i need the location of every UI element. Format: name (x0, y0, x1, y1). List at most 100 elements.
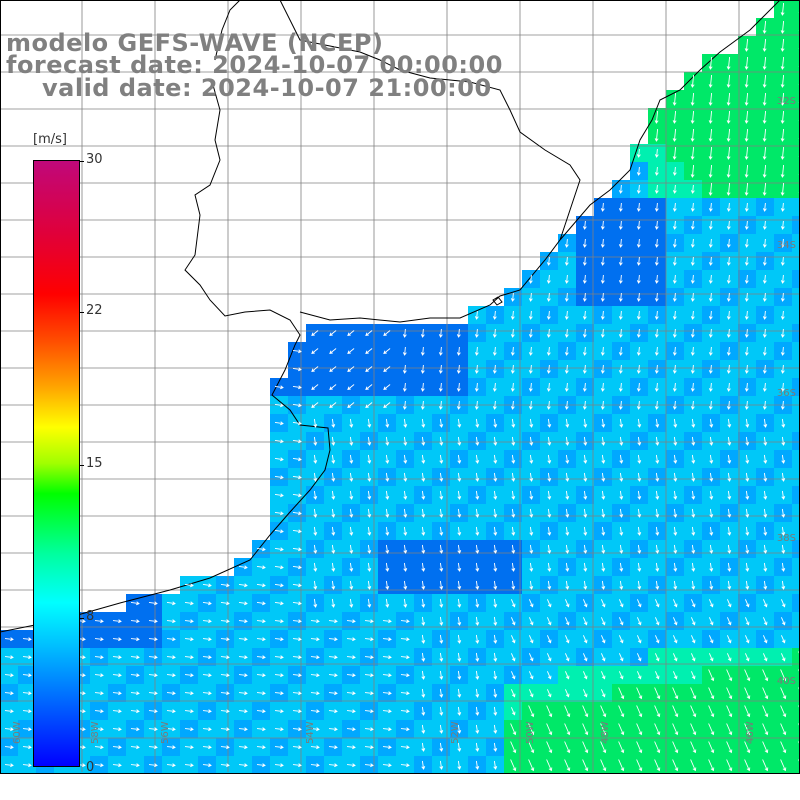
wind-arrow (636, 292, 641, 302)
lon-label-48w: 48W (600, 721, 611, 744)
wind-arrow (762, 741, 769, 754)
wind-arrow (130, 691, 140, 696)
wind-arrow (220, 673, 230, 678)
wind-arrow (349, 544, 354, 554)
wind-arrow (763, 508, 768, 518)
wind-arrow (655, 544, 660, 554)
wind-arrow (780, 382, 785, 392)
wind-arrow (672, 653, 678, 662)
wind-arrow (780, 669, 787, 682)
wind-arrow (400, 655, 410, 660)
wind-arrow (238, 763, 248, 768)
wind-arrow (492, 328, 497, 338)
wind-arrow (582, 220, 587, 230)
wind-arrow (565, 418, 570, 428)
wind-arrow (385, 598, 390, 608)
wind-arrow (762, 56, 767, 70)
wind-arrow (636, 364, 641, 374)
wind-arrow (456, 400, 461, 410)
wind-arrow (382, 637, 392, 642)
wind-arrow (655, 436, 660, 446)
wind-arrow (727, 472, 732, 482)
wind-arrow (546, 400, 551, 410)
wind-arrow (529, 508, 534, 518)
wind-arrow (421, 652, 426, 662)
wind-cell (792, 432, 800, 450)
wind-arrow (691, 580, 696, 590)
wind-arrow (400, 673, 410, 678)
wind-arrow (457, 472, 462, 482)
wind-arrow (510, 689, 516, 698)
wind-arrow (672, 671, 678, 680)
wind-arrow (475, 670, 480, 680)
wind-arrow (184, 691, 194, 696)
wind-arrow (331, 544, 336, 554)
lon-label-46w: 46W (745, 721, 756, 744)
wind-arrow (511, 418, 516, 428)
wind-arrow (493, 436, 498, 446)
wind-arrow (112, 637, 122, 642)
wind-arrow (744, 364, 749, 374)
wind-arrow (492, 364, 497, 374)
wind-arrow (274, 475, 284, 480)
wind-arrow (546, 635, 552, 644)
wind-arrow (601, 562, 606, 572)
wind-arrow (311, 402, 319, 409)
wind-arrow (292, 691, 302, 696)
wind-arrow (130, 709, 140, 714)
wind-arrow (421, 526, 426, 536)
wind-arrow (744, 220, 749, 230)
wind-arrow (726, 741, 733, 754)
wind-arrow (292, 511, 302, 516)
wind-arrow (383, 402, 391, 409)
wind-arrow (365, 384, 373, 391)
wind-cell (792, 756, 800, 774)
wind-arrow (256, 583, 266, 588)
wind-arrow (112, 709, 122, 714)
wind-arrow (492, 346, 497, 356)
wind-arrow (403, 418, 408, 428)
wind-arrow (672, 382, 677, 392)
wind-arrow (403, 472, 408, 482)
colorbar-tickmark (79, 312, 84, 313)
wind-arrow (403, 580, 408, 590)
wind-arrow (148, 727, 158, 732)
wind-arrow (457, 670, 462, 680)
wind-arrow (654, 148, 659, 158)
wind-cell (792, 450, 800, 468)
lon-label-50w: 50W (525, 721, 536, 744)
wind-arrow (420, 364, 425, 374)
wind-arrow (382, 727, 392, 732)
wind-arrow (780, 687, 787, 700)
wind-arrow (528, 705, 535, 718)
wind-arrow (744, 292, 749, 302)
coastline (0, 0, 781, 633)
wind-arrow (310, 727, 320, 732)
wind-arrow (708, 274, 713, 284)
wind-arrow (745, 436, 750, 446)
wind-arrow (727, 418, 732, 428)
wind-arrow (220, 709, 230, 714)
wind-arrow (364, 709, 374, 714)
wind-arrow (762, 146, 767, 160)
wind-arrow (457, 544, 462, 554)
wind-arrow (691, 508, 696, 518)
wind-arrow (311, 384, 319, 391)
wind-arrow (708, 56, 713, 70)
wind-arrow (438, 400, 443, 410)
wind-arrow (618, 687, 625, 700)
wind-arrow (601, 526, 606, 536)
wind-arrow (274, 583, 284, 588)
wind-arrow (148, 655, 158, 660)
colorbar-tickmark (79, 465, 84, 466)
wind-arrow (672, 723, 679, 736)
wind-arrow (529, 526, 534, 536)
wind-arrow (238, 655, 248, 660)
wind-arrow (583, 472, 588, 482)
wind-arrow (709, 544, 714, 554)
wind-arrow (292, 673, 302, 678)
wind-arrow (238, 727, 248, 732)
wind-arrow (744, 669, 751, 682)
wind-arrow (166, 763, 176, 768)
wind-arrow (421, 724, 426, 734)
